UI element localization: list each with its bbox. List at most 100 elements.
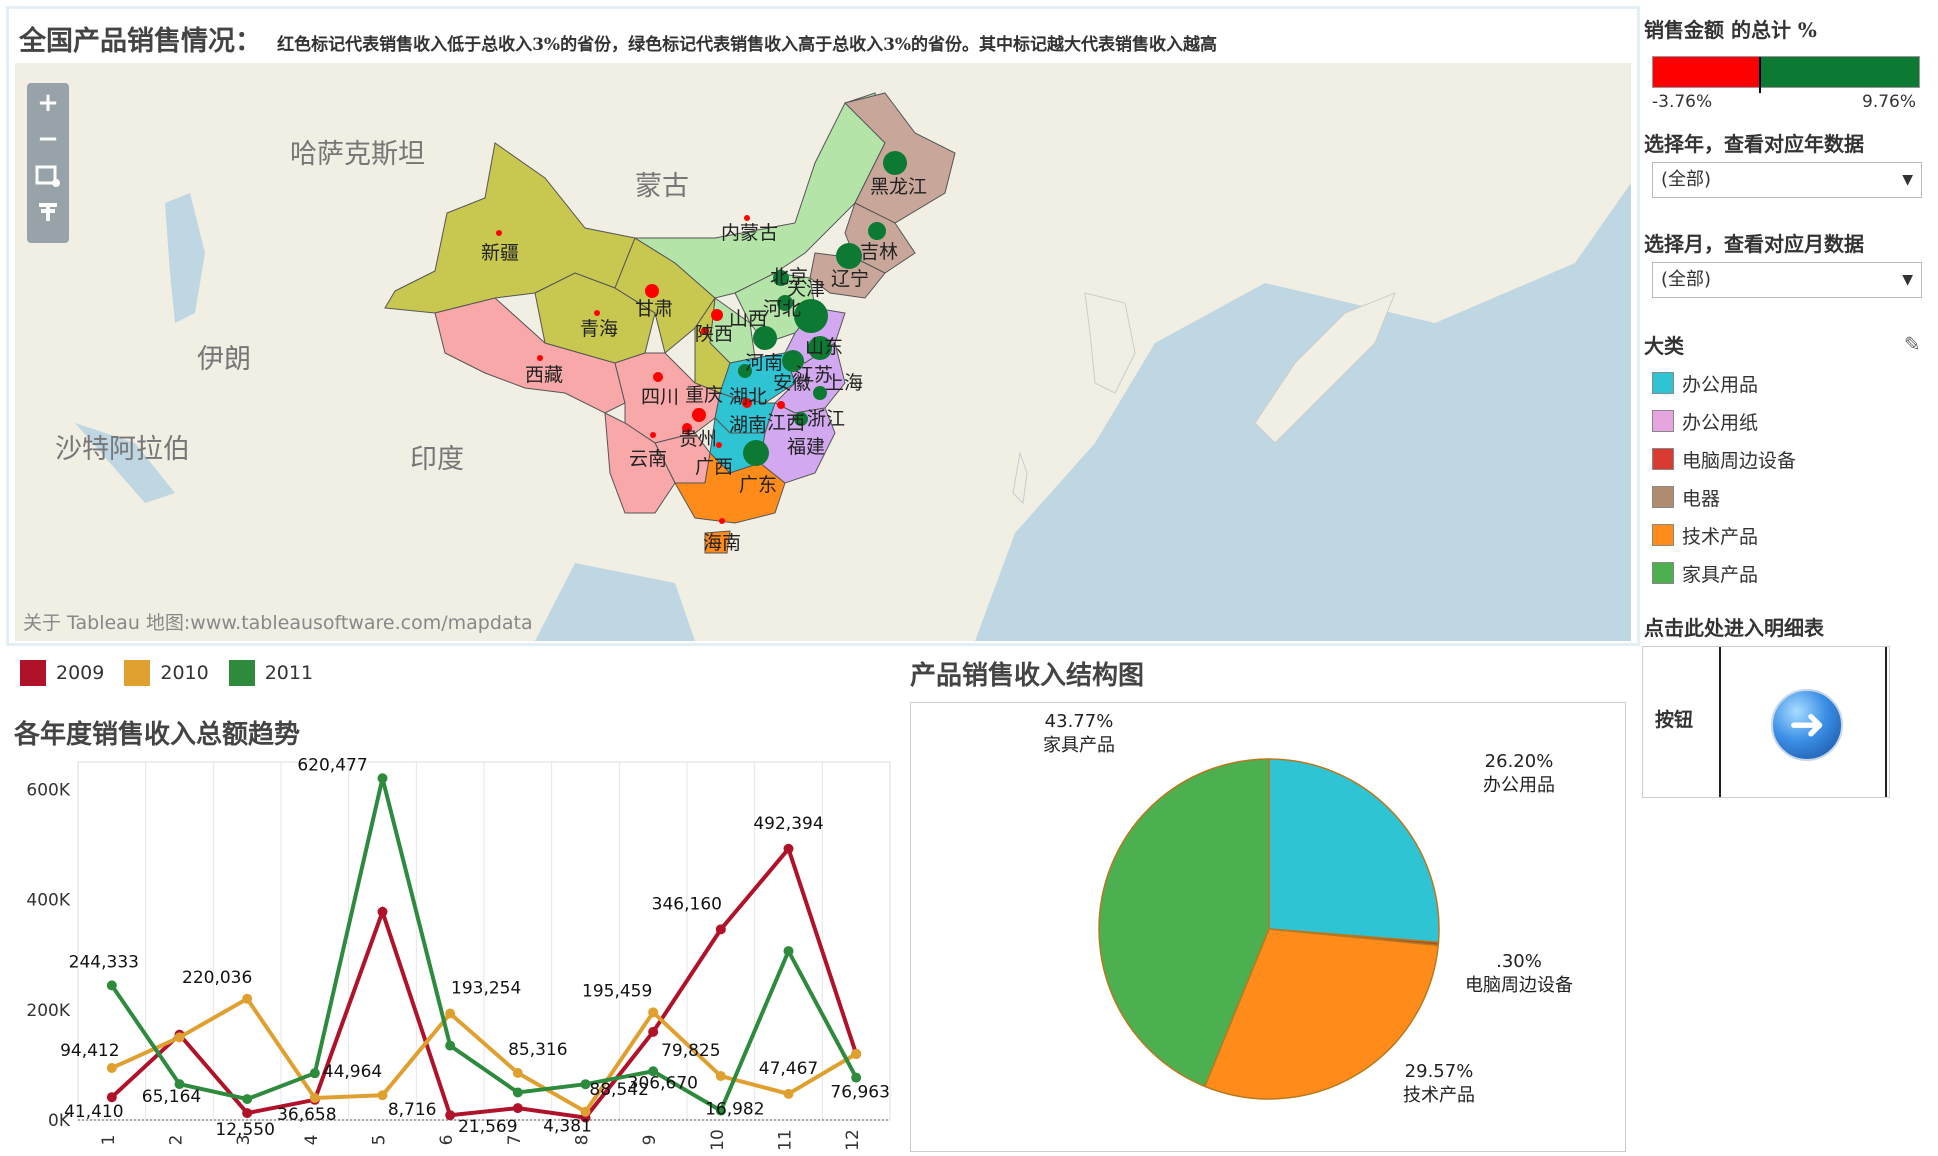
marker-neimenggu bbox=[744, 215, 750, 221]
data-point[interactable] bbox=[851, 1072, 862, 1083]
data-point[interactable] bbox=[309, 1092, 320, 1103]
swatch bbox=[1652, 448, 1674, 470]
year-filter-value: (全部) bbox=[1661, 169, 1712, 190]
pin-icon[interactable] bbox=[33, 197, 63, 227]
map-canvas[interactable]: 哈萨克斯坦 蒙古 伊朗 沙特阿拉伯 印度 bbox=[15, 63, 1631, 641]
data-point[interactable] bbox=[445, 1008, 456, 1019]
data-point[interactable] bbox=[106, 980, 117, 991]
data-point[interactable] bbox=[174, 1079, 185, 1090]
data-label: 12,550 bbox=[215, 1120, 274, 1140]
data-point[interactable] bbox=[580, 1106, 591, 1117]
province-label-21: 湖南 bbox=[729, 414, 767, 436]
country-label-4: 印度 bbox=[410, 444, 464, 475]
province-label-11: 山西 bbox=[729, 308, 767, 330]
country-labels: 哈萨克斯坦 蒙古 伊朗 沙特阿拉伯 印度 bbox=[55, 139, 689, 475]
zoom-in-button[interactable]: + bbox=[37, 88, 59, 118]
swatch bbox=[1652, 486, 1674, 508]
pie-category-label: 技术产品 bbox=[1403, 1085, 1475, 1106]
data-label: 306,670 bbox=[628, 1074, 698, 1094]
edit-pencil-icon[interactable]: ✎ bbox=[1904, 332, 1921, 356]
data-point[interactable] bbox=[309, 1068, 320, 1079]
data-point[interactable] bbox=[242, 1108, 253, 1119]
category-label: 电器 bbox=[1682, 487, 1721, 510]
data-point[interactable] bbox=[715, 924, 726, 935]
data-point[interactable] bbox=[512, 1103, 523, 1114]
legend-label: 2009 bbox=[56, 662, 105, 684]
marker-guizhou bbox=[682, 423, 692, 433]
pie-percent-label: .30% bbox=[1496, 951, 1542, 972]
data-point[interactable] bbox=[106, 1063, 117, 1074]
data-point[interactable] bbox=[242, 993, 253, 1004]
pie-slice[interactable] bbox=[1268, 758, 1440, 944]
marker-beijing bbox=[773, 270, 789, 286]
data-point[interactable] bbox=[715, 1105, 726, 1116]
pie-slice[interactable] bbox=[1203, 928, 1440, 1100]
pie-category-label: 电脑周边设备 bbox=[1465, 975, 1573, 996]
pie-category-label: 家具产品 bbox=[1043, 735, 1115, 756]
category-legend-item[interactable]: 技术产品 bbox=[1652, 520, 1758, 550]
data-point[interactable] bbox=[851, 1048, 862, 1059]
province-label-1: 西藏 bbox=[525, 364, 563, 386]
marker-shanghai bbox=[813, 386, 827, 400]
legend-item-2009[interactable]: 2009 bbox=[20, 660, 104, 686]
province-label-0: 新疆 bbox=[481, 242, 519, 264]
y-tick-label: 400K bbox=[26, 891, 70, 911]
data-point[interactable] bbox=[445, 1110, 456, 1121]
data-point[interactable] bbox=[377, 906, 388, 917]
category-legend-item[interactable]: 电脑周边设备 bbox=[1652, 444, 1796, 474]
data-point[interactable] bbox=[648, 1066, 659, 1077]
category-legend-item[interactable]: 电器 bbox=[1652, 482, 1720, 512]
legend-item-2011[interactable]: 2011 bbox=[228, 660, 313, 686]
province-label-24: 福建 bbox=[787, 436, 825, 458]
province-label-12: 陕西 bbox=[695, 323, 733, 345]
province-label-3: 甘肃 bbox=[635, 298, 673, 320]
data-point[interactable] bbox=[174, 1032, 185, 1043]
year-filter-dropdown[interactable]: (全部) ▼ bbox=[1652, 162, 1922, 198]
data-label: 44,964 bbox=[323, 1062, 382, 1082]
data-point[interactable] bbox=[512, 1068, 523, 1079]
legend-item-2010[interactable]: 2010 bbox=[124, 660, 209, 686]
data-point[interactable] bbox=[783, 946, 794, 957]
marker-heilongjiang bbox=[883, 151, 907, 175]
button-label: 按钮 bbox=[1655, 709, 1694, 731]
pie-category-label: 办公用品 bbox=[1483, 775, 1555, 796]
data-point[interactable] bbox=[445, 1040, 456, 1051]
data-point[interactable] bbox=[648, 1026, 659, 1037]
category-legend-item[interactable]: 办公用纸 bbox=[1652, 406, 1758, 436]
rect-select-icon[interactable] bbox=[33, 161, 63, 191]
province-label-9: 天津 bbox=[787, 278, 825, 300]
province-label-6: 吉林 bbox=[860, 241, 898, 263]
data-point[interactable] bbox=[783, 843, 794, 854]
category-legend-item[interactable]: 办公用品 bbox=[1652, 368, 1758, 398]
marker-shanxi bbox=[711, 309, 723, 321]
data-point[interactable] bbox=[512, 1087, 523, 1098]
data-point[interactable] bbox=[242, 1094, 253, 1105]
detail-nav-button[interactable]: ➜ bbox=[1719, 647, 1887, 797]
sales-markers bbox=[496, 151, 907, 524]
zoom-out-button[interactable]: − bbox=[37, 124, 59, 154]
map-attribution[interactable]: 关于 Tableau 地图:www.tableausoftware.com/ma… bbox=[23, 612, 533, 634]
marker-hebei bbox=[777, 295, 793, 311]
data-point[interactable] bbox=[106, 1092, 117, 1103]
data-point[interactable] bbox=[377, 773, 388, 784]
data-point[interactable] bbox=[648, 1007, 659, 1018]
swatch bbox=[228, 660, 255, 686]
china-map[interactable]: 哈萨克斯坦 蒙古 伊朗 沙特阿拉伯 印度 bbox=[15, 63, 1631, 641]
pie-slice[interactable] bbox=[1098, 758, 1270, 1088]
month-filter-dropdown[interactable]: (全部) ▼ bbox=[1652, 262, 1922, 298]
map-title-text: 全国产品销售情况： bbox=[19, 26, 262, 57]
x-tick-label: 7 bbox=[505, 1135, 525, 1146]
y-tick-label: 600K bbox=[26, 781, 70, 801]
data-point[interactable] bbox=[377, 1090, 388, 1101]
data-point[interactable] bbox=[580, 1079, 591, 1090]
swatch bbox=[1652, 410, 1674, 432]
marker-shaanxi bbox=[701, 327, 709, 335]
category-legend-item[interactable]: 家具产品 bbox=[1652, 558, 1758, 588]
marker-qinghai bbox=[594, 310, 600, 316]
data-point[interactable] bbox=[783, 1088, 794, 1099]
province-label-28: 广东 bbox=[739, 474, 777, 496]
data-point[interactable] bbox=[715, 1071, 726, 1082]
pie-chart[interactable]: 26.20% 办公用品 .30% 电脑周边设备 29.57% 技术产品 43.77% 家具产品 bbox=[911, 703, 1627, 1153]
right-arrow-icon[interactable]: ➜ bbox=[1771, 689, 1843, 761]
